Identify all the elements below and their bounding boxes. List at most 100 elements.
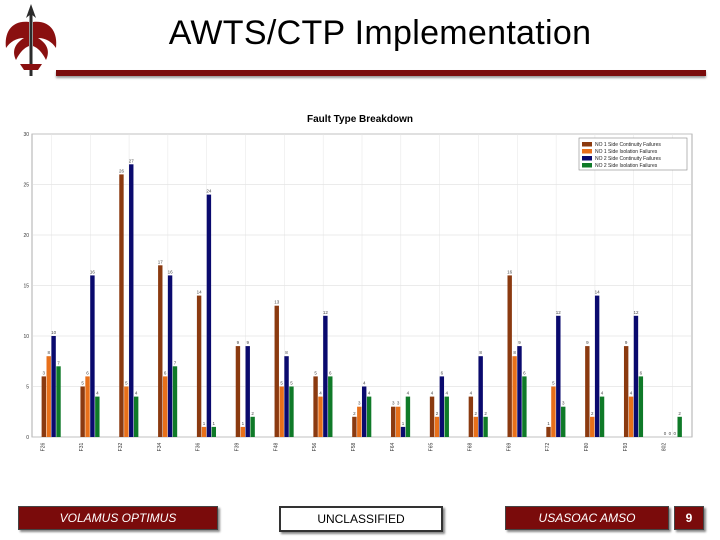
bar <box>395 406 401 437</box>
bar <box>56 366 61 437</box>
bar-value-label: 3 <box>392 401 395 406</box>
y-tick-label: 30 <box>23 132 29 138</box>
bar <box>522 376 527 437</box>
bar <box>638 376 644 437</box>
x-tick-label: F58 <box>351 442 357 451</box>
bar <box>133 396 139 437</box>
bar-value-label: 6 <box>523 370 526 375</box>
bar-value-label: 16 <box>168 269 174 274</box>
bar <box>51 336 56 437</box>
bar-value-label: 3 <box>358 401 361 406</box>
bar-value-label: 26 <box>119 168 125 173</box>
bar-value-label: 4 <box>319 391 322 396</box>
bar <box>129 164 134 438</box>
bar <box>366 396 372 437</box>
bar-value-label: 27 <box>129 158 135 163</box>
bar-value-label: 24 <box>206 189 212 194</box>
bar-value-label: 4 <box>96 391 99 396</box>
bar-value-label: 2 <box>591 411 594 416</box>
slide-title: AWTS/CTP Implementation <box>168 14 592 52</box>
x-tick-label: F93 <box>623 442 629 451</box>
bar <box>284 356 289 437</box>
bar <box>483 416 488 437</box>
bar <box>507 275 512 437</box>
bar <box>517 346 522 437</box>
x-tick-label: F64 <box>390 442 396 451</box>
bar-value-label: 4 <box>368 391 371 396</box>
bar <box>623 346 629 437</box>
bar-value-label: 6 <box>164 370 167 375</box>
bar <box>95 396 100 437</box>
bar <box>279 386 284 437</box>
bar-value-label: 3 <box>43 370 46 375</box>
x-tick-label: F69 <box>506 442 512 451</box>
bar-value-label: 13 <box>274 300 280 305</box>
title-divider <box>56 70 706 76</box>
bar-value-label: 10 <box>51 330 57 335</box>
footer-organization: USASOAC AMSO <box>505 506 669 530</box>
y-tick-label: 20 <box>23 233 29 239</box>
bar-value-label: 12 <box>323 310 329 315</box>
fault-type-chart: Fault Type Breakdown 0 5 10 15 20 25 30 3 8 10 7 5… <box>14 108 706 458</box>
bar <box>585 346 590 437</box>
bar-value-label: 17 <box>158 259 164 264</box>
bar <box>196 295 202 437</box>
y-tick-label: 15 <box>23 284 29 290</box>
bars-group: 3810756164265274176167141241919213585541… <box>41 158 682 438</box>
bar-value-label: 16 <box>507 269 513 274</box>
bar-value-label: 1 <box>242 421 245 426</box>
bar <box>594 295 600 437</box>
bar-value-label: 2 <box>251 411 254 416</box>
bar-value-label: 5 <box>552 381 555 386</box>
bar-value-label: 5 <box>125 381 128 386</box>
bar <box>551 386 556 437</box>
x-tick-label: F32 <box>118 442 124 451</box>
bar-value-label: 4 <box>135 391 138 396</box>
bar <box>556 315 561 437</box>
bar-value-label: 2 <box>436 411 439 416</box>
bar <box>119 174 124 437</box>
bar <box>328 376 333 437</box>
bar <box>352 416 357 437</box>
bar <box>478 356 483 437</box>
bar <box>274 305 279 437</box>
bar <box>633 315 639 437</box>
x-tick-label: F56 <box>312 442 318 451</box>
bar-value-label: 4 <box>407 391 410 396</box>
bar <box>473 416 478 437</box>
footer-classification: UNCLASSIFIED <box>279 506 443 532</box>
bar <box>172 366 178 437</box>
bar <box>124 386 129 437</box>
bar-value-label: 5 <box>81 381 84 386</box>
bar <box>235 346 241 437</box>
bar <box>90 275 95 437</box>
y-tick-label: 25 <box>23 183 29 189</box>
bar-value-label: 8 <box>513 350 516 355</box>
bar <box>162 376 168 437</box>
bar-value-label: 4 <box>601 391 604 396</box>
bar <box>158 265 163 437</box>
bar-value-label: 6 <box>86 370 89 375</box>
bar-value-label: 9 <box>237 340 240 345</box>
x-tick-label: F26 <box>40 442 46 451</box>
unit-crest-logo <box>5 4 57 76</box>
bar-value-label: 0 <box>674 431 677 436</box>
bar-value-label: 8 <box>479 350 482 355</box>
bar <box>434 416 440 437</box>
bar-value-label: 4 <box>445 391 448 396</box>
legend-box <box>578 137 688 171</box>
bar <box>677 416 682 437</box>
bar <box>211 426 217 437</box>
bar <box>439 376 445 437</box>
bar-value-label: 12 <box>556 310 562 315</box>
bar-value-label: 7 <box>57 360 60 365</box>
bar-value-label: 16 <box>90 269 96 274</box>
legend-swatch <box>582 149 592 154</box>
bar <box>590 416 595 437</box>
y-tick-label: 0 <box>26 435 29 441</box>
bar <box>80 386 85 437</box>
bar-value-label: 1 <box>213 421 216 426</box>
y-tick-label: 10 <box>23 334 29 340</box>
